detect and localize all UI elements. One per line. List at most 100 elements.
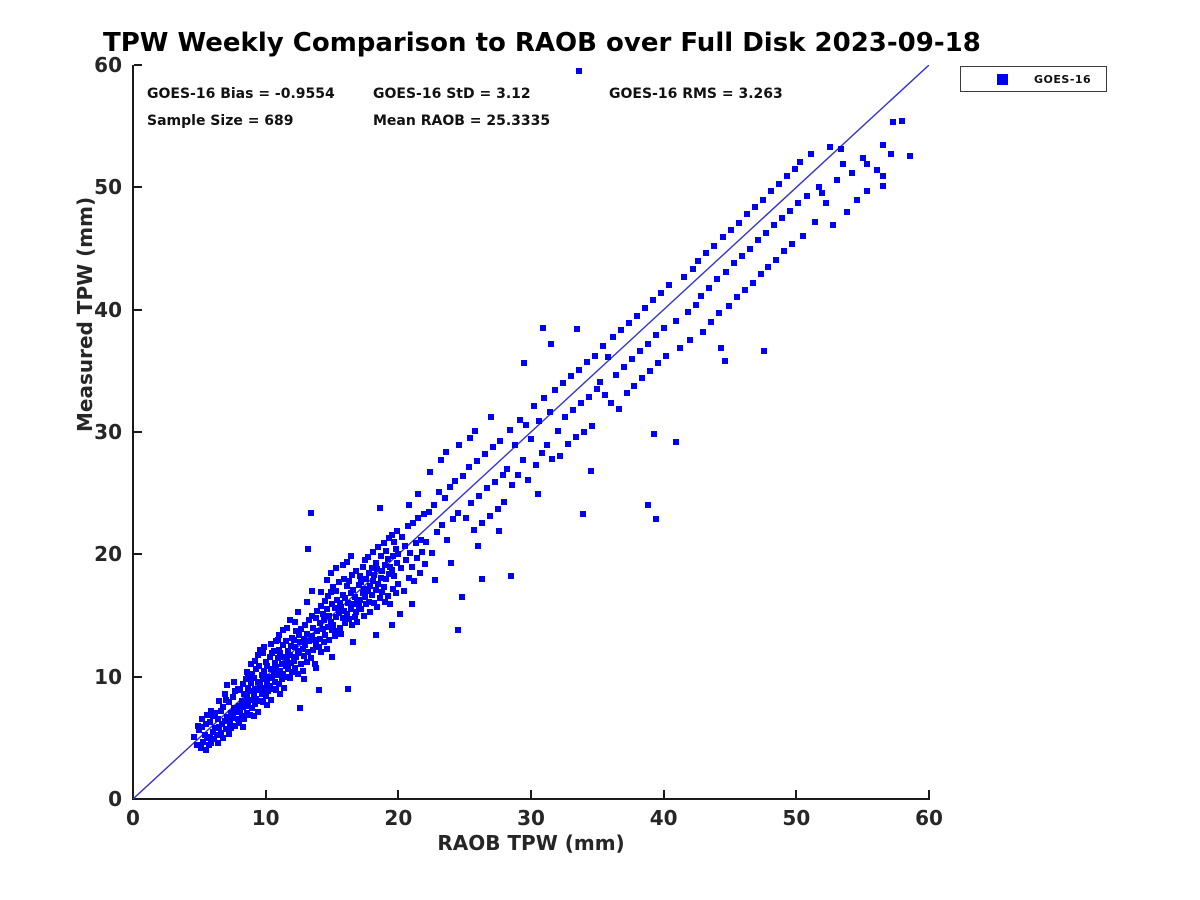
scatter-point — [282, 662, 289, 669]
scatter-point — [303, 599, 310, 606]
scatter-point — [366, 599, 373, 606]
scatter-point — [575, 366, 582, 373]
scatter-point — [317, 619, 324, 626]
scatter-point — [283, 657, 290, 664]
scatter-point — [803, 192, 810, 199]
scatter-point — [818, 190, 825, 197]
scatter-point — [319, 625, 326, 632]
scatter-point — [290, 657, 297, 664]
scatter-point — [343, 583, 350, 590]
scatter-point — [267, 640, 274, 647]
scatter-point — [256, 662, 263, 669]
scatter-point — [543, 442, 550, 449]
scatter-point — [214, 716, 221, 723]
scatter-point — [382, 562, 389, 569]
scatter-point — [465, 464, 472, 471]
scatter-point — [642, 305, 649, 312]
scatter-point — [212, 710, 219, 717]
scatter-point — [282, 638, 289, 645]
scatter-point — [326, 636, 333, 643]
scatter-point — [319, 611, 326, 618]
scatter-point — [218, 721, 225, 728]
scatter-point — [730, 260, 737, 267]
scatter-point — [313, 665, 320, 672]
scatter-point — [567, 372, 574, 379]
scatter-point — [257, 646, 264, 653]
scatter-point — [332, 588, 339, 595]
scatter-point — [530, 403, 537, 410]
scatter-point — [849, 169, 856, 176]
scatter-point — [225, 731, 232, 738]
scatter-point — [374, 603, 381, 610]
scatter-point — [241, 690, 248, 697]
scatter-point — [843, 208, 850, 215]
scatter-point — [198, 723, 205, 730]
scatter-point — [318, 602, 325, 609]
scatter-point — [486, 513, 493, 520]
scatter-point — [390, 585, 397, 592]
scatter-point — [291, 618, 298, 625]
scatter-point — [274, 672, 281, 679]
scatter-point — [687, 337, 694, 344]
scatter-point — [741, 287, 748, 294]
scatter-point — [512, 442, 519, 449]
scatter-point — [374, 566, 381, 572]
scatter-point — [311, 661, 318, 668]
scatter-point — [298, 625, 305, 632]
scatter-point — [289, 668, 296, 675]
scatter-point — [695, 257, 702, 264]
scatter-point — [237, 687, 244, 694]
scatter-point — [371, 572, 378, 579]
scatter-point — [274, 655, 281, 662]
scatter-point — [342, 619, 349, 626]
scatter-point — [331, 633, 338, 640]
scatter-point — [692, 301, 699, 308]
scatter-point — [420, 510, 427, 517]
scatter-point — [437, 457, 444, 464]
scatter-point — [651, 431, 658, 438]
scatter-point — [208, 739, 215, 746]
scatter-point — [303, 630, 310, 637]
y-tick-mark — [134, 553, 142, 556]
scatter-point — [370, 578, 377, 585]
scatter-point — [350, 586, 357, 593]
scatter-point — [344, 600, 351, 607]
scatter-point — [299, 645, 306, 652]
y-tick-label: 60 — [94, 53, 122, 77]
scatter-point — [541, 394, 548, 401]
legend-square-marker-icon — [997, 73, 1008, 85]
scatter-point — [360, 585, 367, 592]
scatter-point — [425, 508, 432, 515]
scatter-point — [378, 574, 385, 581]
scatter-point — [565, 441, 572, 448]
scatter-point — [210, 736, 217, 743]
scatter-point — [412, 540, 419, 547]
x-tick-label: 0 — [126, 806, 140, 830]
scatter-point — [352, 608, 359, 615]
scatter-point — [494, 506, 501, 513]
scatter-point — [339, 591, 346, 598]
scatter-point — [222, 726, 229, 733]
scatter-point — [343, 558, 350, 565]
scatter-point — [302, 622, 309, 629]
scatter-point — [615, 405, 622, 412]
scatter-point — [245, 673, 252, 680]
scatter-point — [360, 612, 367, 619]
scatter-point — [309, 588, 316, 595]
scatter-point — [473, 458, 480, 465]
scatter-point — [348, 572, 355, 579]
scatter-point — [364, 588, 371, 595]
scatter-point — [299, 667, 306, 674]
scatter-point — [392, 546, 399, 553]
scatter-point — [275, 681, 282, 687]
scatter-point — [387, 601, 394, 608]
scatter-point — [248, 696, 255, 703]
scatter-point — [549, 455, 556, 462]
scatter-point — [248, 679, 255, 686]
scatter-point — [411, 578, 418, 585]
scatter-point — [879, 183, 886, 190]
scatter-point — [723, 268, 730, 275]
y-tick-label: 50 — [94, 175, 122, 200]
scatter-point — [323, 606, 330, 613]
scatter-point — [497, 437, 504, 444]
